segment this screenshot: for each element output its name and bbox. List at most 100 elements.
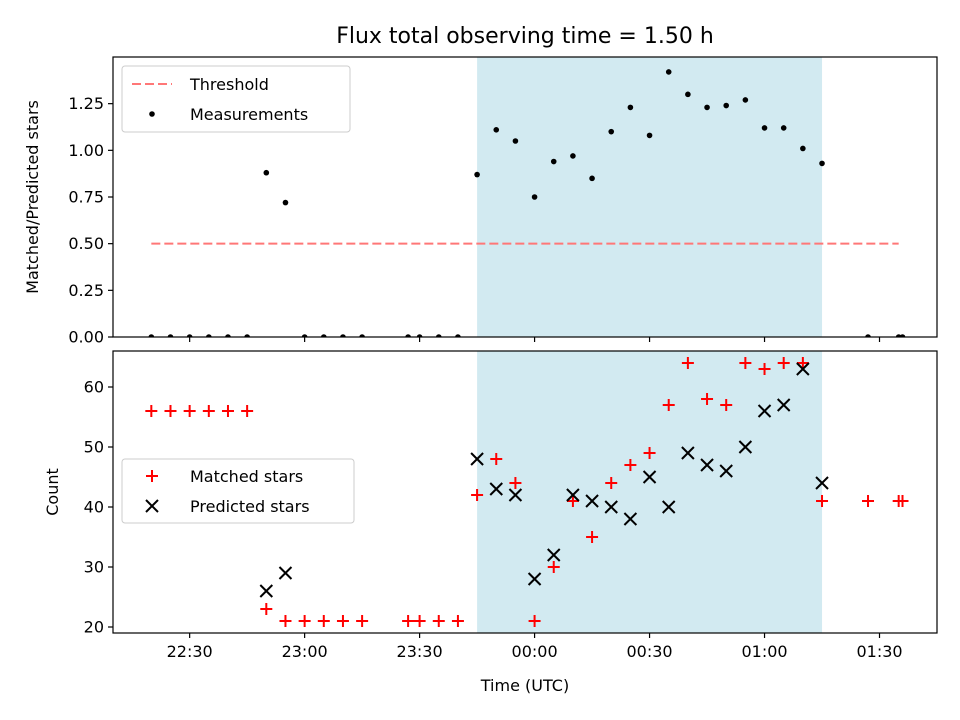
matched-star-point bbox=[896, 495, 909, 507]
measurement-point bbox=[627, 104, 634, 111]
measurement-point bbox=[359, 334, 365, 337]
measurement-point bbox=[167, 334, 174, 337]
matched-star-point bbox=[509, 477, 522, 489]
measurement-point bbox=[512, 138, 519, 144]
observing-window-shade-top bbox=[477, 57, 823, 337]
measurement-point bbox=[455, 334, 461, 337]
predicted-star-point bbox=[489, 482, 503, 496]
predicted-star-point bbox=[604, 500, 618, 514]
bottom-y-ticks: 20 30 40 50 60 bbox=[84, 378, 113, 637]
bottom-plot-frame bbox=[112, 350, 938, 634]
measurement-point bbox=[761, 125, 768, 131]
legend-measurements-label: Measurements bbox=[190, 105, 308, 124]
measurement-point bbox=[320, 334, 327, 337]
legend-threshold-label: Threshold bbox=[189, 75, 269, 94]
predicted-star-point bbox=[623, 512, 638, 526]
measurement-point bbox=[282, 199, 289, 206]
y-tick-label: 50 bbox=[84, 438, 104, 457]
x-axis-label: Time (UTC) bbox=[480, 676, 569, 695]
x-tick-label: 23:30 bbox=[397, 642, 443, 661]
measurement-point bbox=[550, 158, 557, 165]
predicted-legend-swatch bbox=[145, 499, 159, 513]
measurement-point bbox=[589, 175, 595, 182]
top-y-ticks: 0.00 0.25 0.50 0.75 1.00 1.25 bbox=[68, 94, 113, 347]
matched-star-point bbox=[701, 393, 714, 405]
bottom-panel: 20 30 40 50 60 22:30 23:00 23:30 00:00 00:30 01:0… bbox=[43, 350, 938, 695]
y-tick-label: 0.50 bbox=[68, 234, 104, 253]
predicted-star-point bbox=[642, 470, 657, 484]
measurement-point bbox=[780, 125, 787, 131]
y-tick-label: 1.00 bbox=[68, 141, 104, 160]
predicted-star-point bbox=[757, 404, 772, 418]
predicted-star-point bbox=[719, 464, 733, 478]
matched-star-point bbox=[862, 495, 875, 507]
predicted-star-point bbox=[259, 584, 274, 598]
chart-title: Flux total observing time = 1.50 h bbox=[336, 24, 714, 49]
matched-star-point bbox=[624, 459, 637, 471]
predicted-star-point bbox=[527, 572, 542, 586]
matched-star-point bbox=[260, 603, 273, 615]
measurement-point bbox=[225, 334, 231, 337]
measurement-point bbox=[723, 102, 730, 109]
matched-star-point bbox=[547, 561, 560, 573]
star-count-points bbox=[145, 357, 909, 627]
matched-star-point bbox=[279, 615, 292, 627]
predicted-star-point bbox=[470, 452, 484, 466]
matched-star-point bbox=[413, 615, 426, 627]
predicted-star-point bbox=[815, 476, 829, 490]
measurement-point bbox=[800, 145, 806, 152]
measurement-point bbox=[704, 104, 710, 111]
predicted-star-point bbox=[738, 440, 753, 454]
bottom-legend-box bbox=[121, 458, 355, 524]
measurement-point bbox=[646, 132, 653, 139]
matched-star-point bbox=[643, 447, 656, 459]
matched-star-point bbox=[471, 489, 484, 501]
x-tick-label: 01:00 bbox=[741, 642, 787, 661]
measurement-point bbox=[819, 160, 825, 167]
measurement-point bbox=[206, 334, 212, 337]
matched-star-point bbox=[758, 363, 771, 375]
measurement-point bbox=[531, 194, 538, 200]
matched-star-point bbox=[662, 399, 675, 411]
matched-star-point bbox=[816, 495, 829, 507]
predicted-star-point bbox=[508, 488, 523, 502]
x-tick-label: 22:30 bbox=[167, 642, 213, 661]
predicted-star-point bbox=[776, 398, 791, 412]
y-tick-label: 20 bbox=[84, 618, 104, 637]
matched-star-point bbox=[720, 399, 733, 411]
measurement-point bbox=[493, 127, 500, 133]
top-y-axis-label: Matched/Predicted stars bbox=[23, 100, 42, 294]
measurements-legend-swatch bbox=[149, 111, 155, 117]
matched-star-point bbox=[317, 615, 330, 627]
measurement-point bbox=[263, 169, 270, 176]
predicted-star-point bbox=[796, 362, 810, 376]
x-tick-label: 00:30 bbox=[627, 642, 673, 661]
measurement-point bbox=[301, 334, 308, 337]
y-tick-label: 60 bbox=[84, 378, 104, 397]
matched-star-point bbox=[739, 357, 752, 369]
predicted-star-point bbox=[566, 488, 580, 502]
predicted-star-point bbox=[585, 494, 599, 508]
matched-star-point bbox=[586, 531, 599, 543]
matched-star-point bbox=[432, 615, 445, 627]
measurement-point bbox=[899, 334, 906, 337]
measurement-point bbox=[665, 69, 672, 75]
matched-star-point bbox=[451, 615, 464, 627]
x-tick-label: 23:00 bbox=[282, 642, 328, 661]
matched-star-point bbox=[183, 405, 196, 417]
measurement-point bbox=[865, 334, 871, 337]
measurement-point bbox=[742, 97, 749, 103]
measurement-point bbox=[405, 334, 411, 337]
top-x-ticks bbox=[189, 337, 881, 342]
matched-star-point bbox=[221, 405, 234, 417]
y-tick-label: 30 bbox=[84, 558, 104, 577]
top-legend: Threshold Measurements bbox=[121, 65, 351, 133]
y-tick-label: 1.25 bbox=[68, 94, 104, 113]
observing-window-shade-bottom bbox=[477, 351, 823, 633]
top-legend-box bbox=[121, 65, 351, 133]
measurement-point bbox=[340, 334, 346, 337]
predicted-star-point bbox=[681, 446, 695, 460]
bottom-x-ticks: 22:30 23:00 23:30 00:00 00:30 01:00 01:30 bbox=[167, 633, 903, 661]
matched-star-point bbox=[336, 615, 349, 627]
